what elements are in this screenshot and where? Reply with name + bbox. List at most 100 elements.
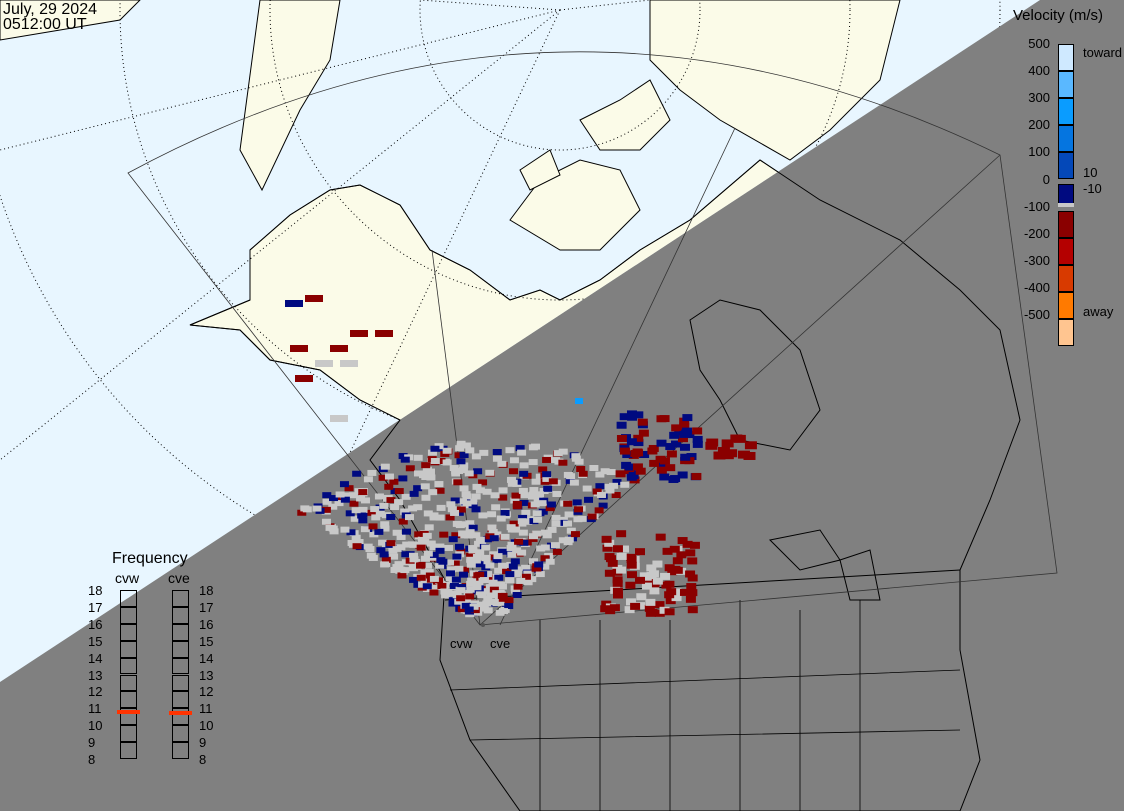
scatter-cell [486,592,496,599]
frequency-scale-box [172,640,189,658]
scatter-cell [647,608,658,616]
scatter-cell [448,600,458,607]
frequency-scale-box [172,691,189,709]
scatter-cell [661,581,672,589]
frequency-scale-box [172,590,189,607]
scatter-cell [450,559,460,566]
scatter-cell [498,494,508,501]
scatter-cell [435,487,445,494]
frequency-scale-box [120,657,137,675]
scatter-cell [474,580,484,587]
scatter-cell [492,557,502,564]
scatter-cell [339,481,349,488]
scatter-cell [469,603,479,610]
scatter-cell [532,510,542,517]
scatter-cell [321,518,331,525]
scatter-cell [507,541,517,548]
scatter-cell [425,572,435,579]
scatter-cell [459,462,469,469]
scatter-cell [635,467,646,475]
scatter-cell [500,509,510,516]
scatter-cell [518,514,528,521]
scatter-cell [492,449,502,456]
colorbar-segment [1058,264,1074,292]
scatter-cell [424,524,434,531]
scatter-cell [616,421,627,429]
scatter-cell [687,557,698,565]
scatter-cell [475,536,485,543]
scatter-cell [416,562,426,569]
scatter-cell [672,557,683,565]
scatter-cell [677,435,688,443]
scatter-cell [494,567,504,574]
scatter-cell [517,518,527,525]
scatter-cell [375,510,385,517]
scatter-cell [481,544,491,551]
scatter-cell [659,415,670,423]
scatter-cell [535,491,545,498]
scatter-cell [744,441,757,450]
scatter-cell [349,500,359,507]
colorbar-segment [1058,71,1074,99]
scatter-cell [487,511,497,518]
scatter-cell [435,514,445,521]
scatter-cell [545,558,555,565]
frequency-tick: 13 [199,667,214,683]
scatter-cell [612,545,623,553]
scatter-cell [633,434,644,442]
scatter-cell [529,487,539,494]
scatter-cell [686,453,697,461]
scatter-cell [519,492,529,499]
scatter-cell [374,528,384,535]
scatter-cell [450,509,460,516]
scatter-cell [475,571,485,578]
scatter-cell [512,569,522,576]
scatter-cell [384,483,394,490]
scatter-cell [679,422,690,430]
scatter-cell [360,526,370,533]
scatter-cell [464,532,474,539]
scatter-cell [452,592,462,599]
scatter-cell [564,536,574,543]
colorbar-segment [1058,125,1074,153]
scatter-cell [625,581,636,589]
scatter-cell [717,447,730,456]
scatter-cell [592,488,602,495]
scatter-cell [423,510,433,517]
scatter-cell [523,518,533,525]
scatter-cell [660,572,671,580]
colorbar-tick: -400 [1023,279,1050,295]
scatter-cell [381,556,391,563]
scatter-cell [512,547,522,554]
scatter-cell [497,583,507,590]
scatter-cell [472,483,482,490]
scatter-cell [594,507,604,514]
frequency-scale-box [120,640,137,658]
frequency-tick: 13 [88,667,103,683]
scatter-cell [471,493,481,500]
scatter-cell [691,472,702,480]
scatter-cell [606,469,616,476]
scatter-cell [302,506,312,513]
frequency-tick: 11 [199,701,213,717]
scatter-cell [340,526,350,533]
scatter-cell [505,571,515,578]
frequency-tick: 10 [88,718,103,734]
scatter-cell [405,465,415,472]
scatter-cell [483,607,493,614]
scatter-cell [685,595,696,603]
scatter-cell [356,495,366,502]
scatter-cell [649,459,660,467]
scatter-cell [413,581,423,588]
scatter-cell [538,466,548,473]
scatter-cell [409,541,419,548]
scatter-cell [542,471,552,478]
scatter-cell [456,595,466,602]
scatter-cell [471,532,481,539]
scatter-cell [571,453,581,460]
scatter-cell [551,514,561,521]
frequency-tick: 12 [199,684,214,700]
frequency-scale-box [120,623,137,641]
scatter-cell [451,532,461,539]
scatter-cell [471,557,481,564]
